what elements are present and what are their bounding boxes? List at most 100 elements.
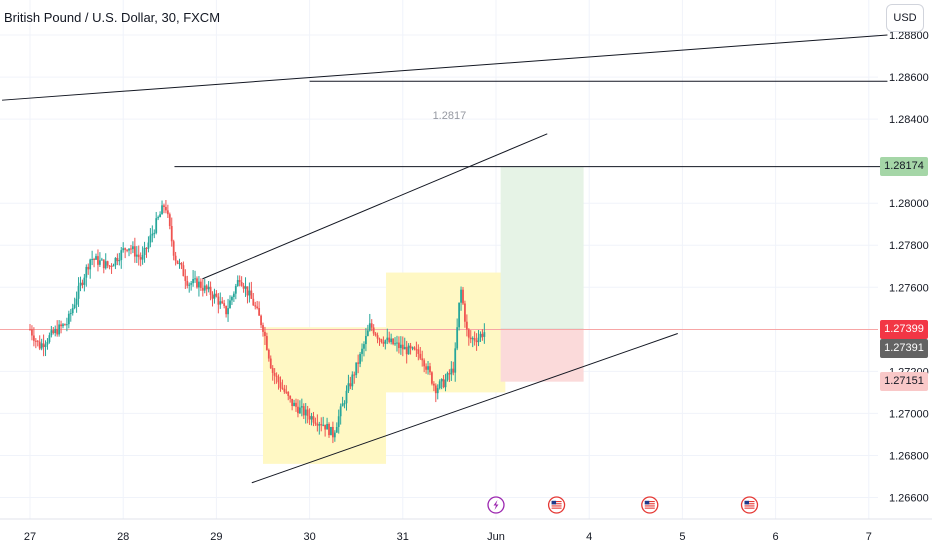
candle xyxy=(322,424,325,426)
candle xyxy=(407,345,410,355)
candle xyxy=(450,368,453,375)
flag-stripe xyxy=(744,503,755,505)
candle xyxy=(120,250,123,261)
candle xyxy=(423,360,426,367)
candle xyxy=(464,303,466,322)
candle xyxy=(190,283,193,285)
candle xyxy=(192,279,194,284)
us-flag-icon-ring xyxy=(740,496,759,514)
candle xyxy=(300,406,303,408)
candle xyxy=(361,348,363,354)
candle xyxy=(56,328,59,335)
candle xyxy=(141,254,144,260)
candle xyxy=(126,249,128,251)
candle xyxy=(151,233,154,236)
candle xyxy=(302,406,305,416)
candle xyxy=(166,210,169,215)
candle xyxy=(312,416,315,423)
candle xyxy=(264,331,266,337)
flag-stripe xyxy=(551,503,562,505)
time-axis: 27 28 29 30 31 Jun 4 5 6 7 xyxy=(0,518,932,543)
candle xyxy=(227,308,229,315)
time-axis-label: 27 xyxy=(24,531,36,543)
flag-stripe xyxy=(551,505,562,507)
candle xyxy=(306,409,309,416)
candle xyxy=(46,342,49,345)
candle xyxy=(349,383,352,387)
candle xyxy=(475,340,478,343)
candle xyxy=(271,368,274,373)
candle xyxy=(205,285,208,290)
price-axis-label: 1.28000 xyxy=(889,198,929,210)
price-axis-label: 1.28600 xyxy=(889,72,929,84)
price-axis: 1.28800 1.28600 1.28400 1.28000 1.27800 1.276… xyxy=(889,30,929,504)
candle xyxy=(425,366,427,370)
candle xyxy=(58,324,61,335)
us-flag-icon xyxy=(547,496,566,514)
candle xyxy=(343,403,346,405)
candle xyxy=(145,247,148,249)
candle xyxy=(469,337,472,340)
candle xyxy=(198,281,200,288)
candle xyxy=(65,324,68,326)
time-axis-label: 28 xyxy=(117,531,129,543)
target-zone xyxy=(500,166,584,330)
candle xyxy=(128,248,130,251)
lightning-bolt xyxy=(493,500,499,510)
candle xyxy=(332,426,334,438)
candle xyxy=(314,422,317,424)
candle xyxy=(357,362,360,364)
candle xyxy=(438,381,441,389)
candle xyxy=(244,286,247,289)
candle xyxy=(60,324,62,327)
flag-stripe xyxy=(744,507,755,509)
candle xyxy=(347,383,350,391)
us-flag-icon xyxy=(740,496,759,514)
candle xyxy=(77,285,80,299)
flag-stripe xyxy=(551,501,562,503)
candle xyxy=(341,403,344,407)
candle xyxy=(153,232,156,234)
candle xyxy=(456,327,459,349)
candle xyxy=(48,335,51,343)
candle xyxy=(248,290,251,296)
candle xyxy=(137,254,140,258)
candle xyxy=(34,340,37,342)
currency-button[interactable]: USD xyxy=(886,4,924,32)
candle xyxy=(479,333,482,338)
flag-stripe xyxy=(644,507,655,509)
candle xyxy=(89,259,92,270)
candle xyxy=(265,336,268,350)
candle xyxy=(133,246,136,257)
flag-canton xyxy=(551,500,557,505)
candle xyxy=(454,348,457,373)
candle xyxy=(99,260,101,265)
candle xyxy=(392,338,394,345)
candle xyxy=(293,402,295,407)
candle xyxy=(405,346,408,355)
target-label: 1.2817 xyxy=(433,110,467,122)
candle xyxy=(316,423,319,426)
candle xyxy=(50,330,53,336)
candle xyxy=(380,339,383,343)
us-flag-icon xyxy=(641,496,659,514)
symbol-title[interactable]: British Pound / U.S. Dollar, 30, FXCM xyxy=(4,10,221,25)
candle xyxy=(421,358,424,361)
candle xyxy=(194,278,196,280)
candle xyxy=(351,374,354,387)
candle xyxy=(147,242,150,249)
candle xyxy=(149,235,152,243)
candle xyxy=(269,358,272,369)
candle xyxy=(413,347,416,350)
candle xyxy=(196,278,198,288)
candle xyxy=(40,343,43,349)
candle xyxy=(355,362,358,376)
candle xyxy=(289,395,292,399)
flag-stripe xyxy=(644,501,655,503)
candle xyxy=(73,304,76,308)
candle xyxy=(186,280,189,286)
candle xyxy=(223,303,226,306)
candle xyxy=(42,343,45,348)
candle xyxy=(201,287,204,291)
